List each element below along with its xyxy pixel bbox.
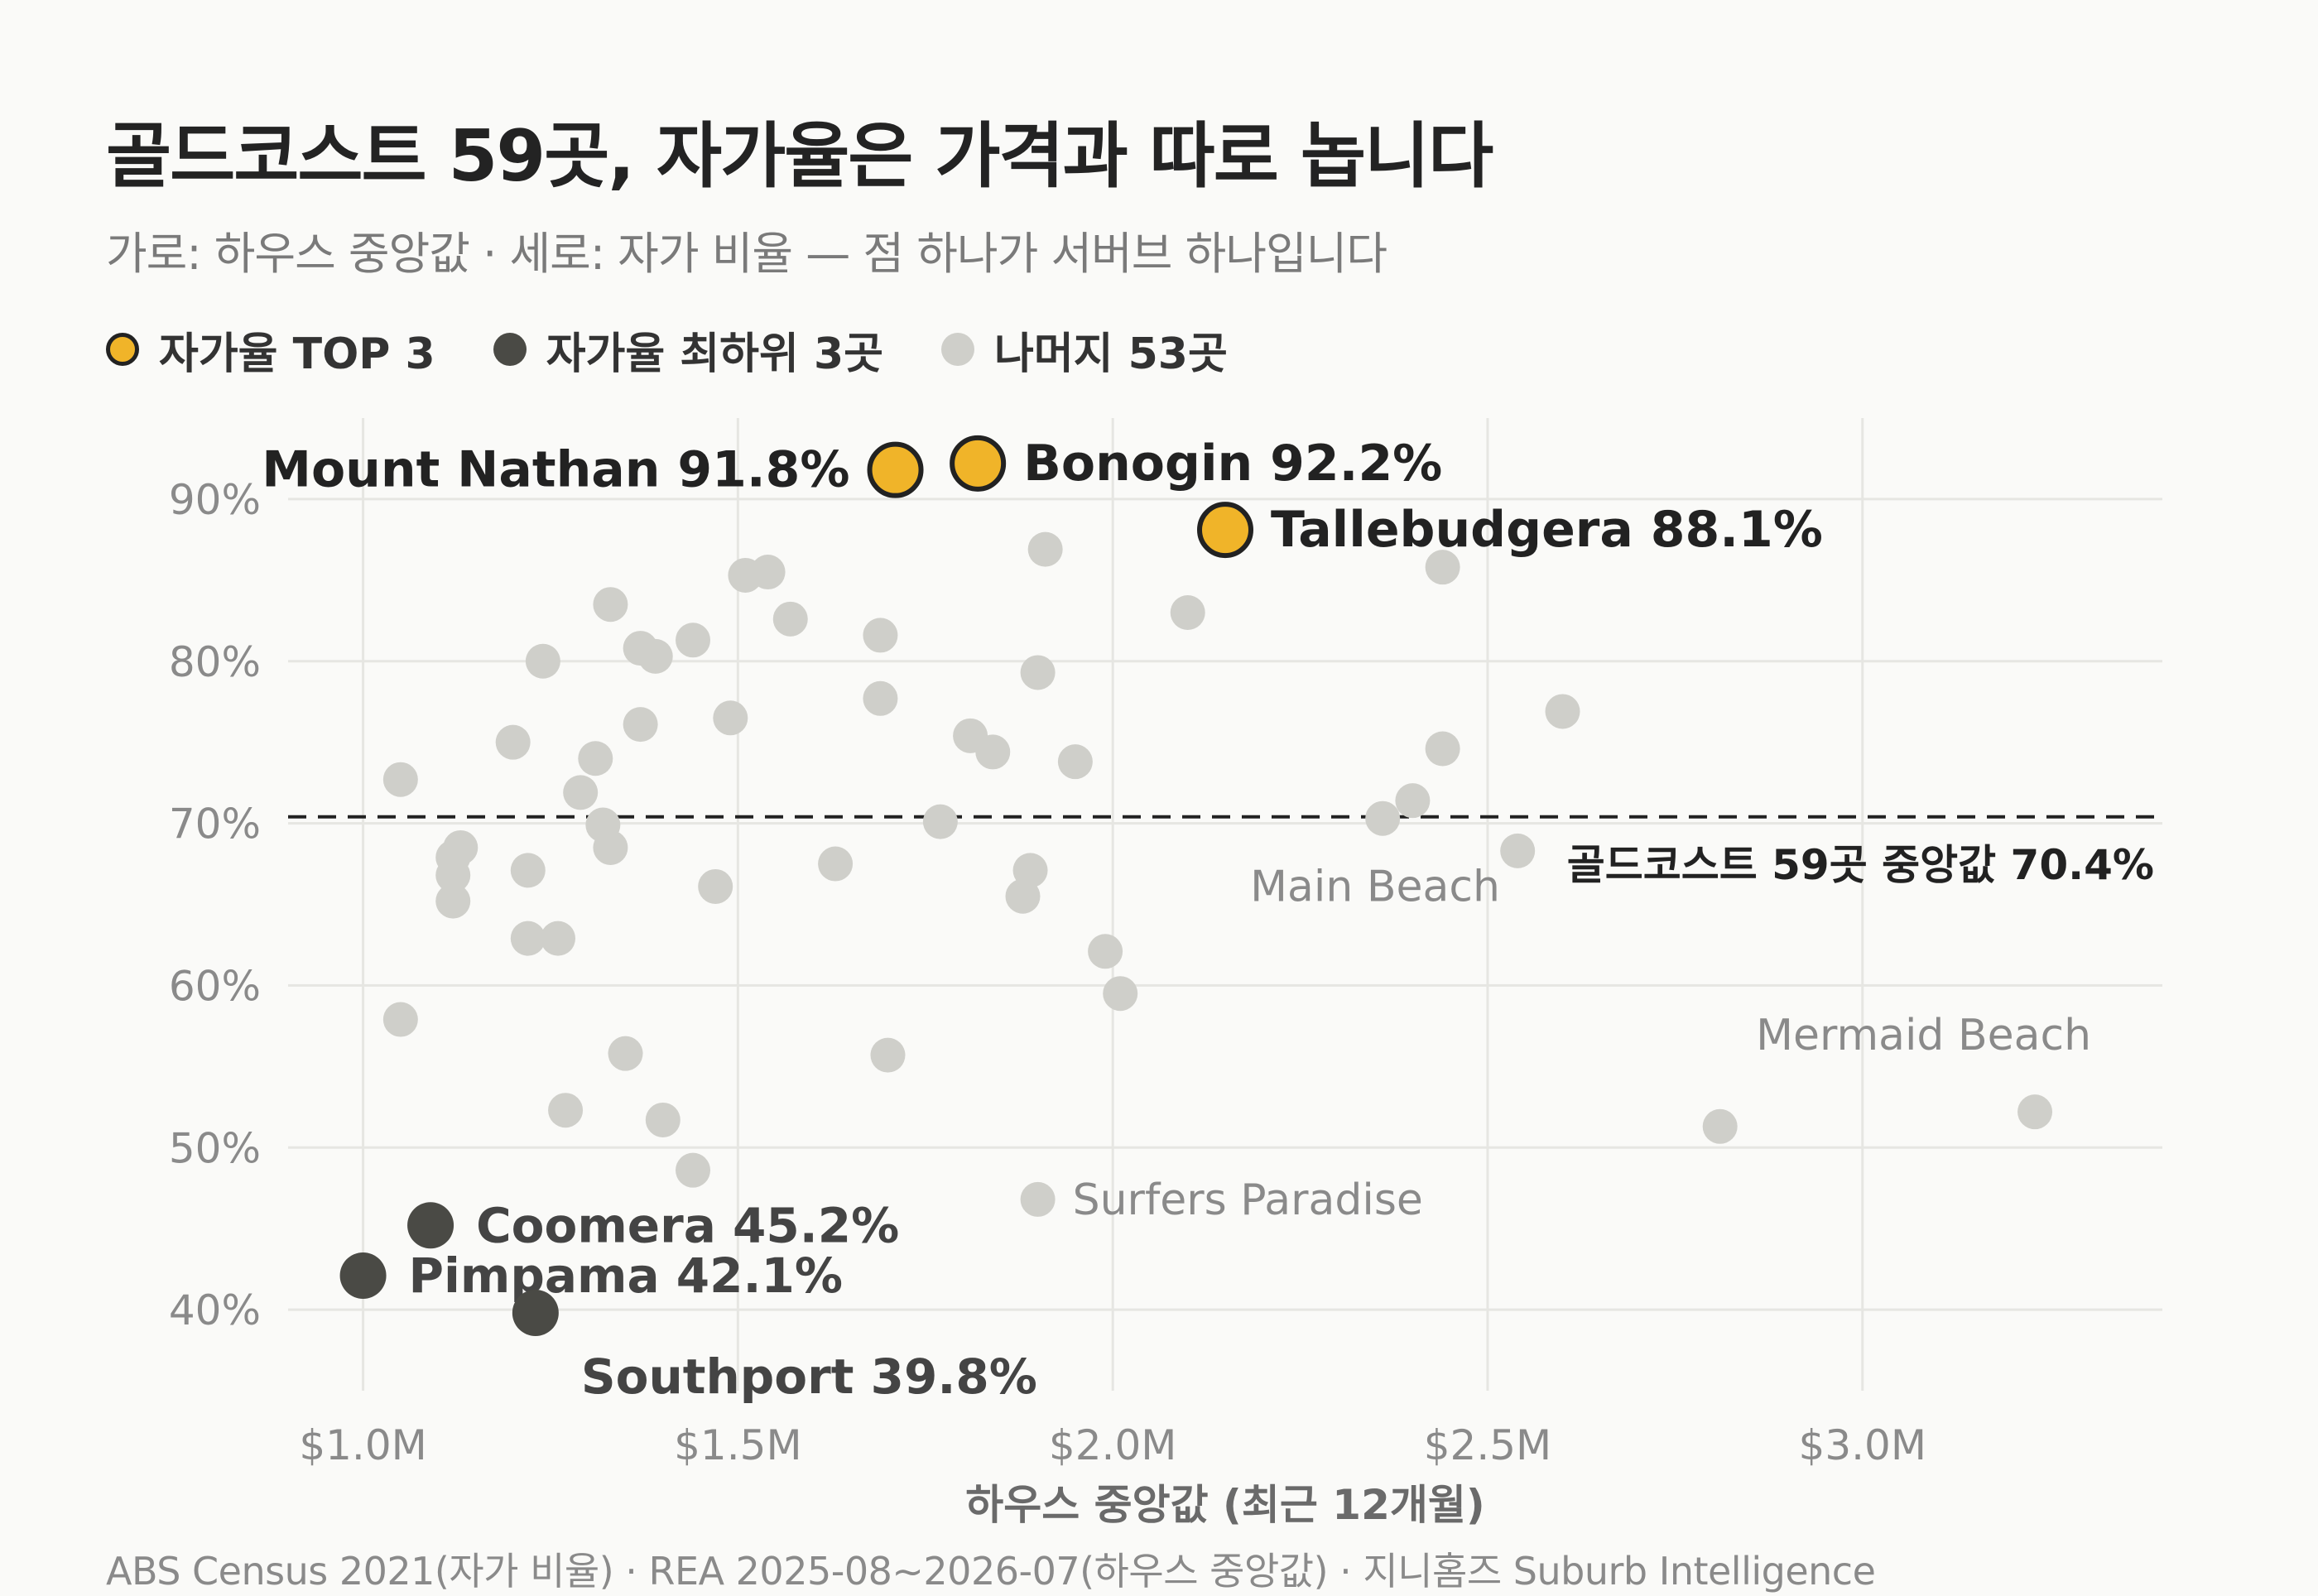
x-tick-label: $1.0M <box>299 1421 426 1469</box>
y-tick-label: 40% <box>169 1286 261 1334</box>
y-tick-label: 90% <box>169 476 261 524</box>
data-point <box>382 1002 418 1037</box>
x-tick-label: $3.0M <box>1799 1421 1926 1469</box>
data-point <box>578 741 613 776</box>
data-point <box>1545 694 1580 729</box>
data-point <box>1425 731 1460 767</box>
legend-label-rest: 나머지 53곳 <box>993 329 1228 379</box>
y-tick-label: 70% <box>169 800 261 848</box>
legend-item-low: 자가율 최하위 3곳 <box>493 319 883 381</box>
data-point <box>510 921 546 956</box>
data-point <box>818 846 854 882</box>
low-point-label: Pimpama 42.1% <box>409 1247 843 1304</box>
data-point <box>922 804 958 839</box>
data-point <box>593 587 628 623</box>
data-point-low <box>339 1252 387 1299</box>
data-point-annotated <box>1020 1181 1056 1217</box>
data-point <box>637 638 673 674</box>
top-point-label: Mount Nathan 91.8% <box>262 441 849 499</box>
data-point <box>713 700 748 736</box>
data-point <box>541 921 576 956</box>
source-note: ABS Census 2021(자가 비율) · REA 2025-08~202… <box>106 1549 1876 1594</box>
chart-subtitle: 가로: 하우스 중앙값 · 세로: 자가 비율 — 점 하나가 서버브 하나입니… <box>106 228 1387 280</box>
y-tick-label: 80% <box>169 638 261 686</box>
median-reference-label: 골드코스트 59곳 중앙값 70.4% <box>1567 841 2154 889</box>
data-point <box>435 858 471 893</box>
data-point <box>863 618 898 653</box>
data-point <box>1012 853 1048 888</box>
data-point <box>1103 976 1138 1012</box>
data-point-annotated <box>2017 1094 2053 1130</box>
legend-item-top: 자가율 TOP 3 <box>106 319 435 381</box>
data-point <box>593 829 628 865</box>
data-point <box>382 762 418 797</box>
data-point <box>1088 934 1123 969</box>
data-point <box>548 1093 584 1128</box>
data-point <box>1702 1108 1738 1144</box>
data-point <box>525 643 560 679</box>
data-point <box>563 775 599 810</box>
data-point <box>750 555 786 590</box>
data-point <box>443 829 479 865</box>
data-point <box>1020 655 1056 690</box>
data-point-low <box>407 1202 454 1249</box>
data-point-annotated <box>1365 800 1401 836</box>
data-point <box>1425 550 1460 585</box>
legend-swatch-top <box>106 333 139 366</box>
data-point <box>1395 783 1431 819</box>
y-tick-label: 50% <box>169 1124 261 1172</box>
y-tick-label: 60% <box>169 962 261 1010</box>
data-point <box>510 853 546 888</box>
data-point <box>1057 744 1093 780</box>
data-point <box>495 724 531 760</box>
data-point <box>772 601 808 637</box>
data-point-low <box>512 1290 559 1336</box>
top-point-label: Tallebudgera 88.1% <box>1271 501 1823 559</box>
legend: 자가율 TOP 3 자가율 최하위 3곳 나머지 53곳 <box>106 316 1286 382</box>
x-axis-label: 하우스 중앙값 (최근 12개월) <box>965 1481 1485 1529</box>
legend-label-top: 자가율 TOP 3 <box>159 329 435 379</box>
chart-title: 골드코스트 59곳, 자가율은 가격과 따로 놉니다 <box>106 115 1493 198</box>
legend-swatch-rest <box>940 333 974 366</box>
x-tick-label: $2.0M <box>1049 1421 1176 1469</box>
data-point <box>870 1037 906 1073</box>
data-point <box>1027 531 1063 567</box>
data-point-top <box>867 441 924 498</box>
data-point <box>1170 595 1205 630</box>
data-point <box>608 1036 643 1071</box>
low-point-label: Southport 39.8% <box>581 1348 1037 1405</box>
point-annotation-label: Surfers Paradise <box>1073 1175 1423 1225</box>
point-annotation-label: Mermaid Beach <box>1756 1011 2091 1060</box>
low-point-label: Coomera 45.2% <box>476 1197 899 1253</box>
data-point-top <box>950 435 1007 492</box>
data-point-top <box>1197 502 1253 559</box>
data-point <box>435 883 471 919</box>
data-point <box>698 868 733 904</box>
data-point <box>623 707 658 743</box>
data-point <box>645 1102 680 1137</box>
data-point <box>1500 833 1536 868</box>
legend-item-rest: 나머지 53곳 <box>940 319 1228 381</box>
x-tick-label: $2.5M <box>1424 1421 1551 1469</box>
point-annotation-label: Main Beach <box>1250 863 1500 912</box>
legend-label-low: 자가율 최하위 3곳 <box>546 329 883 379</box>
x-tick-label: $1.5M <box>674 1421 801 1469</box>
data-point <box>676 1152 711 1188</box>
legend-swatch-low <box>493 333 527 366</box>
data-point <box>676 623 711 658</box>
data-point <box>863 680 898 716</box>
data-point <box>975 734 1011 770</box>
top-point-label: Bonogin 92.2% <box>1023 435 1442 493</box>
